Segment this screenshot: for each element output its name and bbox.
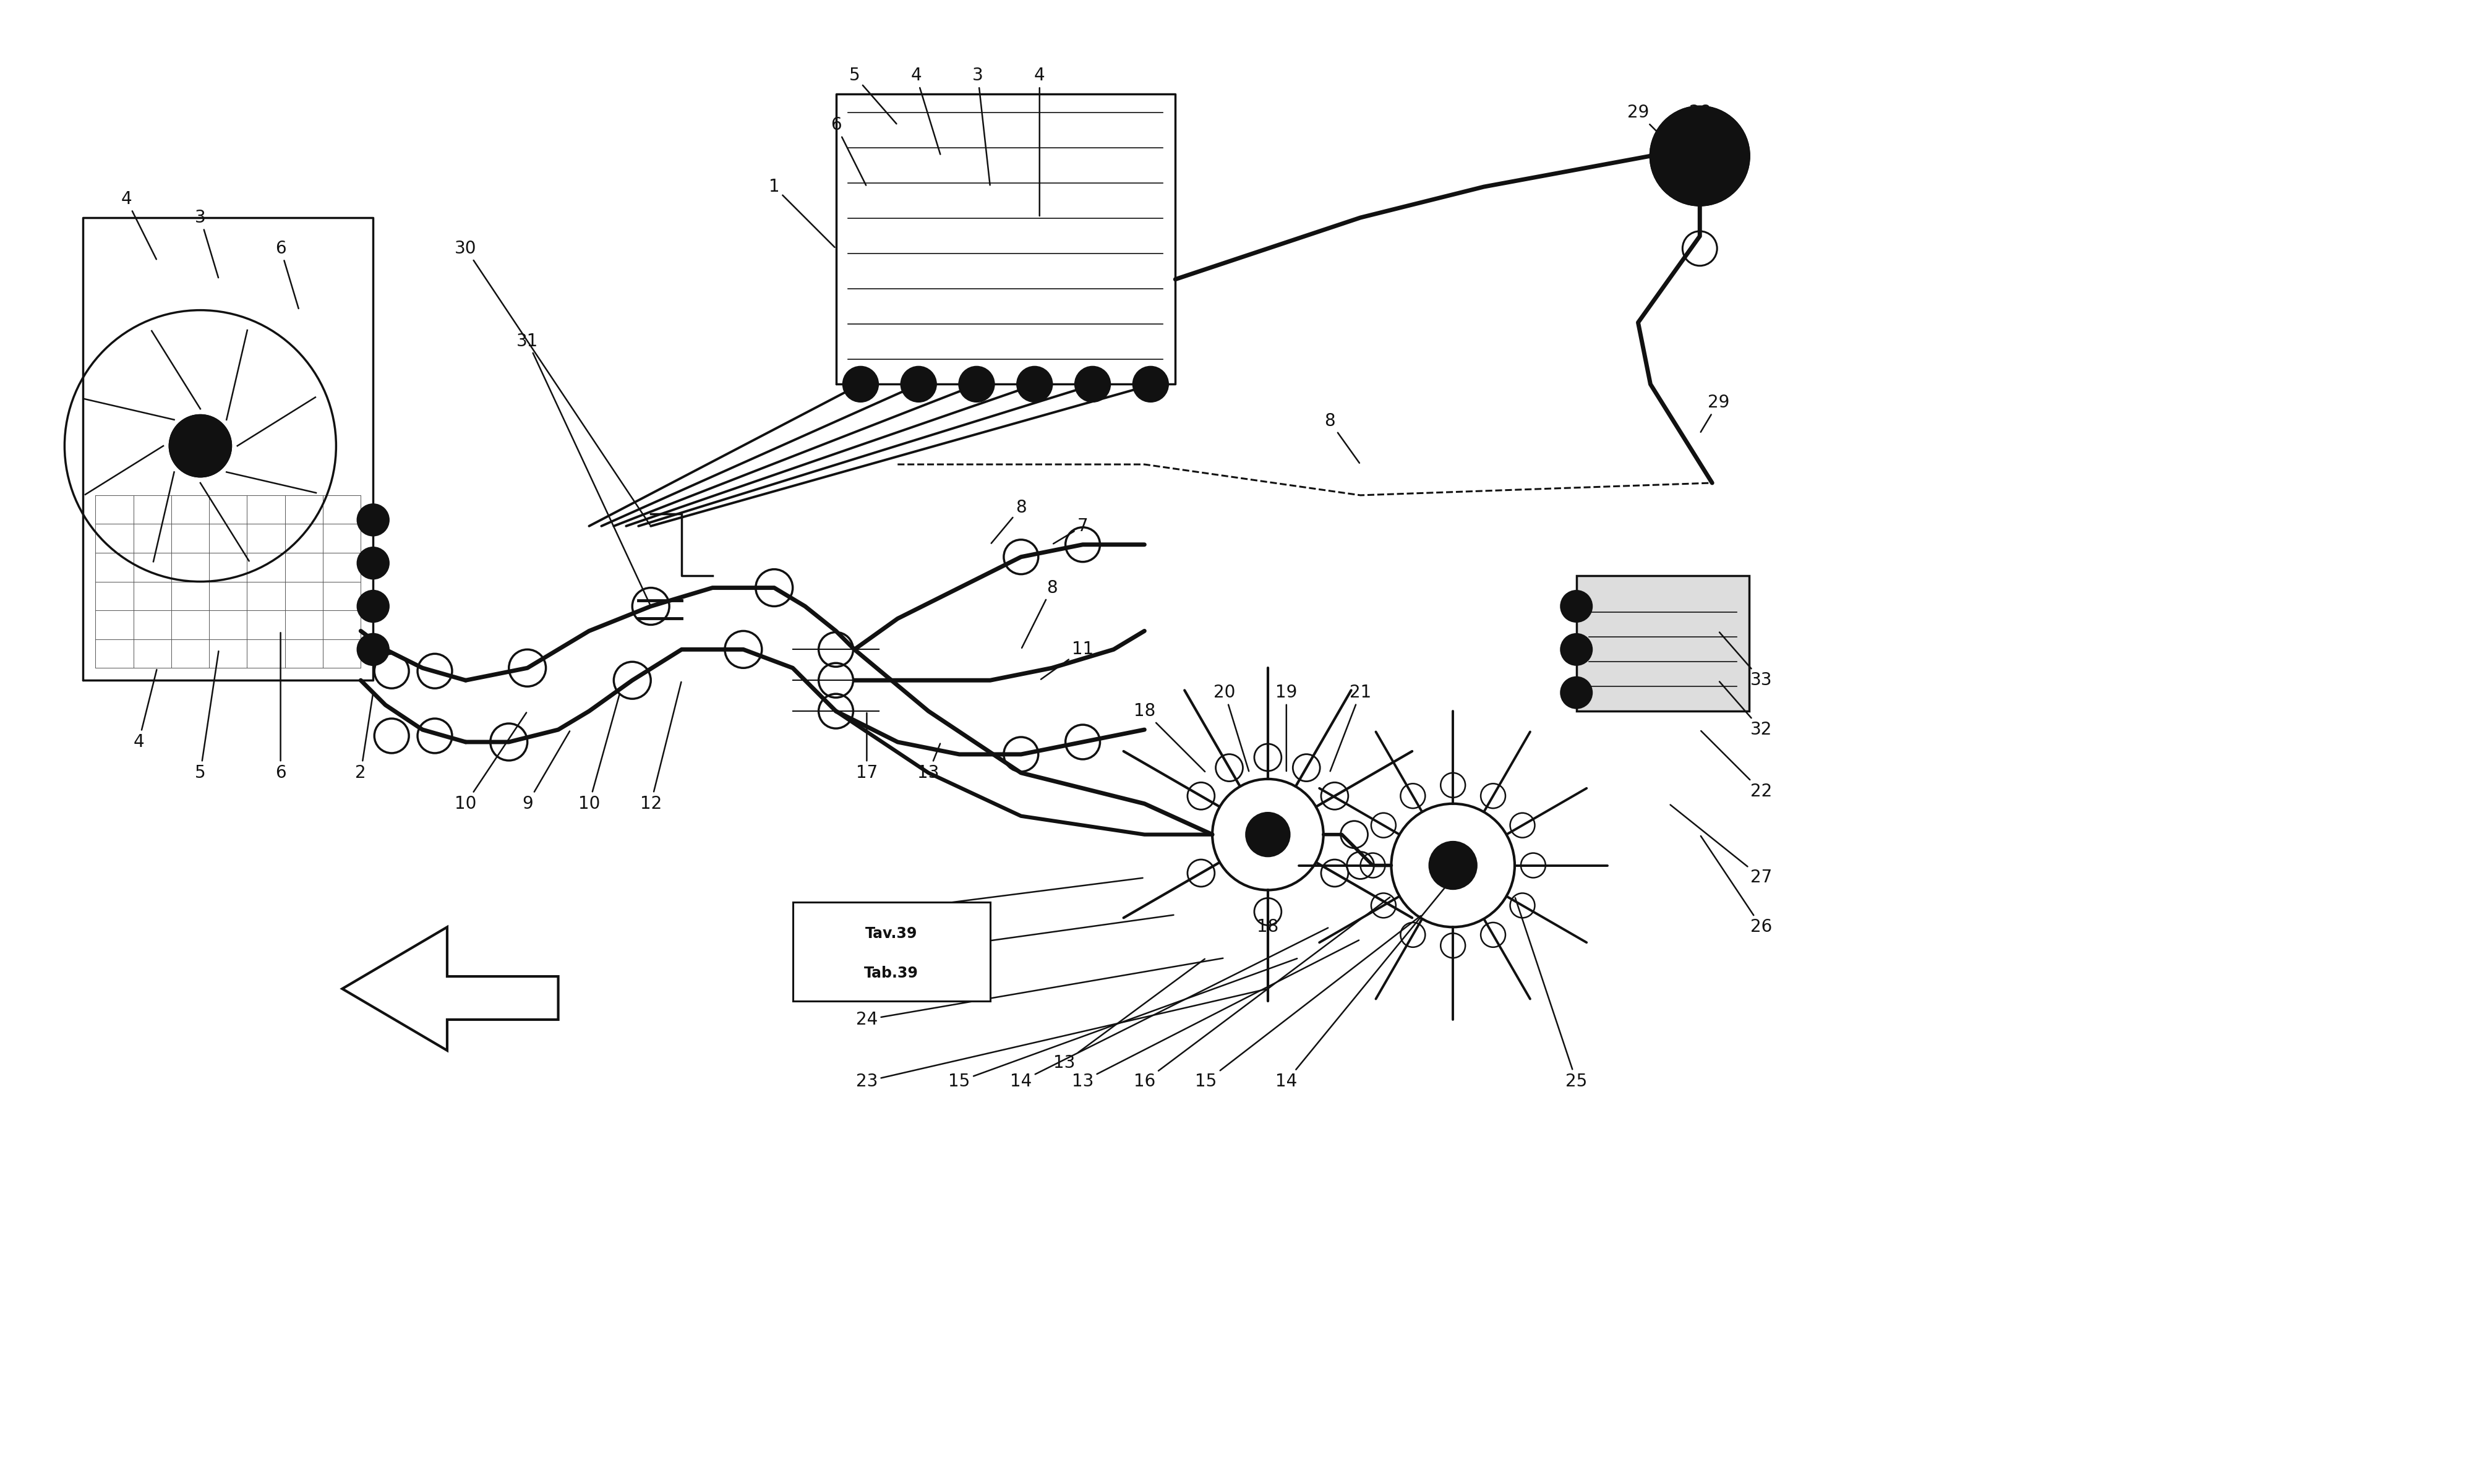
Text: 6: 6 — [275, 240, 299, 309]
Text: 18: 18 — [1133, 702, 1205, 772]
Text: 5: 5 — [849, 67, 896, 123]
Text: 15: 15 — [948, 959, 1296, 1089]
Text: 22: 22 — [1702, 732, 1771, 800]
Circle shape — [1076, 367, 1111, 402]
Polygon shape — [341, 927, 559, 1051]
Text: 22: 22 — [856, 916, 1173, 966]
Text: 8: 8 — [992, 499, 1027, 543]
Text: 33: 33 — [1719, 632, 1771, 689]
Text: 24: 24 — [856, 959, 1222, 1028]
Circle shape — [359, 505, 388, 536]
Circle shape — [1561, 591, 1591, 622]
Text: 7: 7 — [1054, 518, 1089, 543]
Circle shape — [1561, 634, 1591, 665]
FancyBboxPatch shape — [792, 902, 990, 1002]
Text: 28: 28 — [1690, 104, 1717, 125]
Circle shape — [1017, 367, 1051, 402]
Text: 10: 10 — [455, 712, 527, 812]
Circle shape — [171, 416, 230, 476]
Text: 14: 14 — [1009, 927, 1329, 1089]
Circle shape — [960, 367, 995, 402]
Text: 31: 31 — [517, 332, 651, 604]
Text: 15: 15 — [1195, 916, 1420, 1089]
Text: 23: 23 — [856, 990, 1267, 1089]
Text: 29: 29 — [1700, 395, 1729, 432]
Text: 8: 8 — [1022, 579, 1056, 649]
Text: 4: 4 — [910, 67, 940, 154]
Text: 6: 6 — [831, 116, 866, 186]
Text: 32: 32 — [1719, 681, 1771, 739]
Circle shape — [1430, 841, 1477, 889]
Text: 3: 3 — [195, 209, 218, 278]
Text: 4: 4 — [121, 190, 156, 260]
Text: 6: 6 — [275, 632, 287, 782]
Text: 4: 4 — [134, 669, 156, 751]
Circle shape — [1133, 367, 1168, 402]
Text: 25: 25 — [1514, 898, 1588, 1089]
Circle shape — [1247, 813, 1289, 856]
Text: 22: 22 — [844, 879, 1143, 923]
Circle shape — [844, 367, 878, 402]
Text: 12: 12 — [641, 683, 680, 812]
Circle shape — [901, 367, 935, 402]
Text: 13: 13 — [1054, 959, 1205, 1071]
Text: 19: 19 — [1277, 684, 1296, 772]
Circle shape — [1675, 131, 1724, 181]
Text: 8: 8 — [1324, 413, 1358, 463]
Text: 9: 9 — [522, 732, 569, 812]
Text: 20: 20 — [1215, 684, 1249, 772]
Text: Tav.39: Tav.39 — [866, 926, 918, 941]
Text: 1: 1 — [769, 178, 834, 248]
Text: 13: 13 — [918, 743, 940, 782]
Text: 18: 18 — [1257, 898, 1279, 936]
FancyBboxPatch shape — [1576, 576, 1749, 711]
Text: 11: 11 — [1042, 641, 1094, 680]
Text: 16: 16 — [1133, 898, 1390, 1089]
Text: 3: 3 — [972, 67, 990, 186]
Circle shape — [1650, 107, 1749, 205]
Text: 2: 2 — [356, 695, 374, 782]
Text: 30: 30 — [455, 240, 651, 525]
Text: 4: 4 — [1034, 67, 1044, 215]
Text: 13: 13 — [1071, 941, 1358, 1089]
Text: 21: 21 — [1331, 684, 1371, 772]
Text: Tab.39: Tab.39 — [863, 966, 918, 981]
Text: 5: 5 — [195, 651, 218, 782]
Circle shape — [359, 591, 388, 622]
Text: 26: 26 — [1700, 835, 1771, 936]
Text: 29: 29 — [1628, 104, 1680, 154]
Text: 10: 10 — [579, 695, 618, 812]
Text: 14: 14 — [1277, 879, 1452, 1089]
Circle shape — [359, 634, 388, 665]
Text: 27: 27 — [1670, 804, 1771, 886]
Text: 17: 17 — [856, 712, 878, 782]
Circle shape — [359, 548, 388, 579]
Circle shape — [1561, 677, 1591, 708]
